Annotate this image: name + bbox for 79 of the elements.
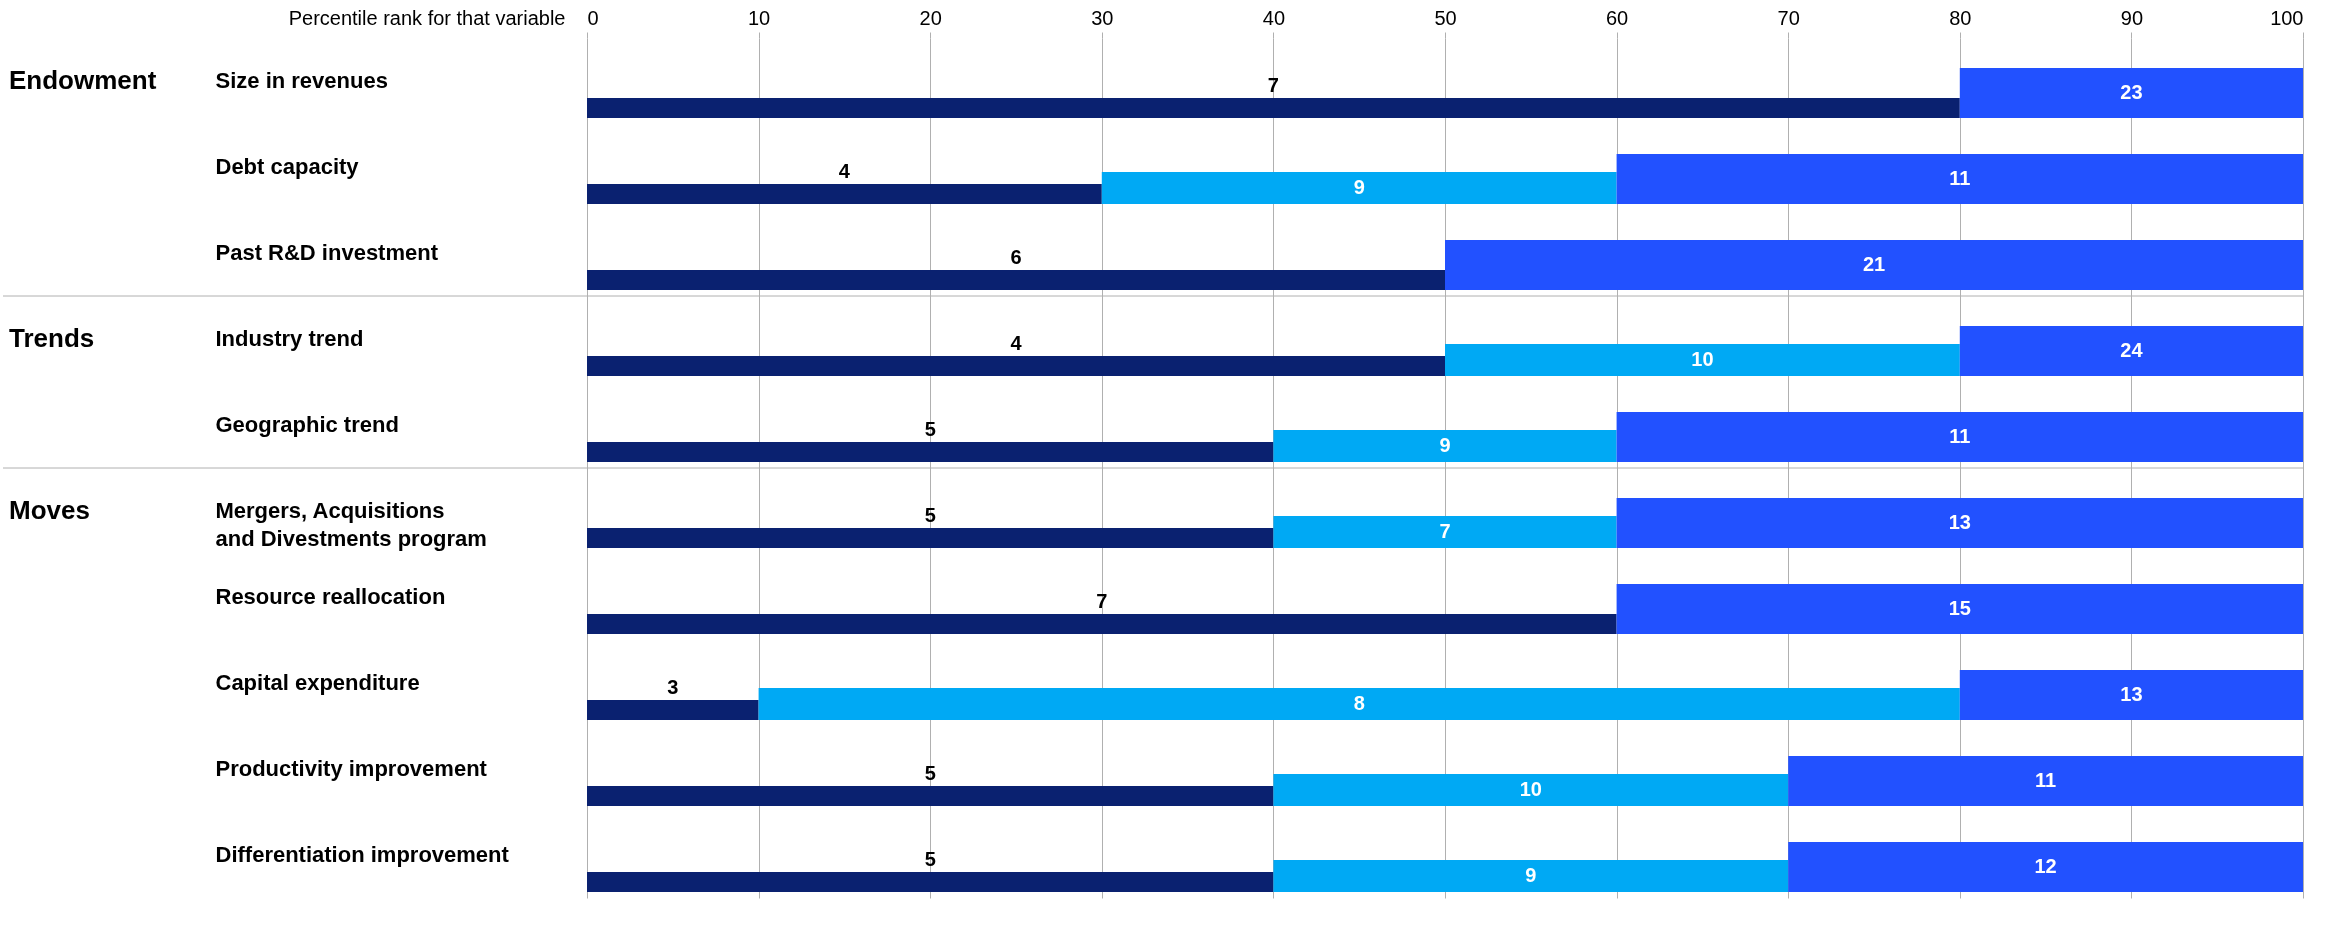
annotation: 7 [1267, 74, 1279, 96]
y-tick-label: Size in revenues [215, 68, 388, 93]
x-tick-label: 100 [2270, 6, 2304, 29]
annotation: 24 [2120, 339, 2144, 361]
annotation: 13 [1948, 511, 1971, 533]
bar [1273, 430, 1617, 462]
annotation: 10 [1519, 778, 1542, 800]
annotation: 11 [1949, 425, 1971, 447]
bar [1616, 584, 2303, 634]
annotation: 5 [924, 848, 936, 870]
bar [587, 442, 1274, 462]
x-tick-label: 10 [747, 6, 771, 29]
annotation: 15 [1948, 597, 1971, 619]
bar [1273, 860, 1789, 892]
y-tick-label: Past R&D investment [215, 240, 439, 265]
x-tick-label: 40 [1262, 6, 1286, 29]
y-tick-label: Productivity improvement [215, 756, 488, 781]
text: Trends [9, 323, 95, 353]
bar [587, 184, 1102, 204]
annotation: 11 [2035, 769, 2057, 791]
annotation: 6 [1010, 246, 1022, 268]
bar [1273, 774, 1789, 806]
annotation: 4 [838, 160, 851, 182]
bar [587, 700, 759, 720]
y-tick-label: Resource reallocation [215, 584, 446, 609]
annotation: 5 [924, 418, 936, 440]
bar [587, 786, 1274, 806]
y-tick-label: Debt capacity [215, 154, 360, 179]
annotation: 5 [924, 504, 936, 526]
y-tick-label: Differentiation improvement [215, 842, 510, 867]
text: Endowment [9, 65, 157, 95]
bar [1788, 842, 2303, 892]
x-tick-label: 0 [587, 6, 599, 29]
bar [1445, 240, 2303, 290]
bar [1445, 344, 1960, 376]
bar [1101, 172, 1617, 204]
annotation: 13 [2120, 683, 2143, 705]
y-tick-label: Capital expenditure [215, 670, 420, 695]
bar [758, 688, 1960, 720]
bar [1616, 154, 2303, 204]
bar [1616, 412, 2303, 462]
x-tick-label: 90 [2120, 6, 2144, 29]
bar [1959, 326, 2303, 376]
annotation: 8 [1353, 692, 1365, 714]
x-tick-label: 30 [1091, 6, 1114, 29]
annotation: 10 [1691, 348, 1714, 370]
annotation: 23 [2120, 81, 2143, 103]
bar [1959, 670, 2303, 720]
bar [587, 356, 1445, 376]
annotation: 9 [1439, 434, 1451, 456]
x-tick-label: 60 [1605, 6, 1629, 29]
bar [587, 98, 1960, 118]
bar [587, 614, 1617, 634]
annotation: 7 [1439, 520, 1451, 542]
annotation: 12 [2034, 855, 2057, 877]
annotation: 3 [667, 676, 679, 698]
annotation: 11 [1949, 167, 1971, 189]
x-tick-label: 20 [919, 6, 942, 29]
text: Moves [9, 495, 90, 525]
annotation: 7 [1096, 590, 1108, 612]
x-axis-title: Percentile rank for that variable [288, 6, 566, 29]
y-tick-label: Mergers, Acquisitions and Divestments program [215, 498, 487, 551]
bar [1273, 516, 1617, 548]
annotation: 21 [1862, 253, 1886, 275]
y-tick-label: Geographic trend [215, 412, 399, 437]
annotation: 9 [1353, 176, 1365, 198]
x-tick-label: 70 [1777, 6, 1800, 29]
annotation: 5 [924, 762, 936, 784]
y-tick-label: Industry trend [215, 326, 364, 351]
bar [1616, 498, 2303, 548]
annotation: 9 [1525, 864, 1537, 886]
bar [587, 270, 1445, 290]
bar [1959, 68, 2303, 118]
bar [587, 528, 1274, 548]
annotation: 4 [1010, 332, 1023, 354]
bar [1788, 756, 2303, 806]
bar [587, 872, 1274, 892]
x-tick-label: 80 [1949, 6, 1972, 29]
x-tick-label: 50 [1434, 6, 1457, 29]
